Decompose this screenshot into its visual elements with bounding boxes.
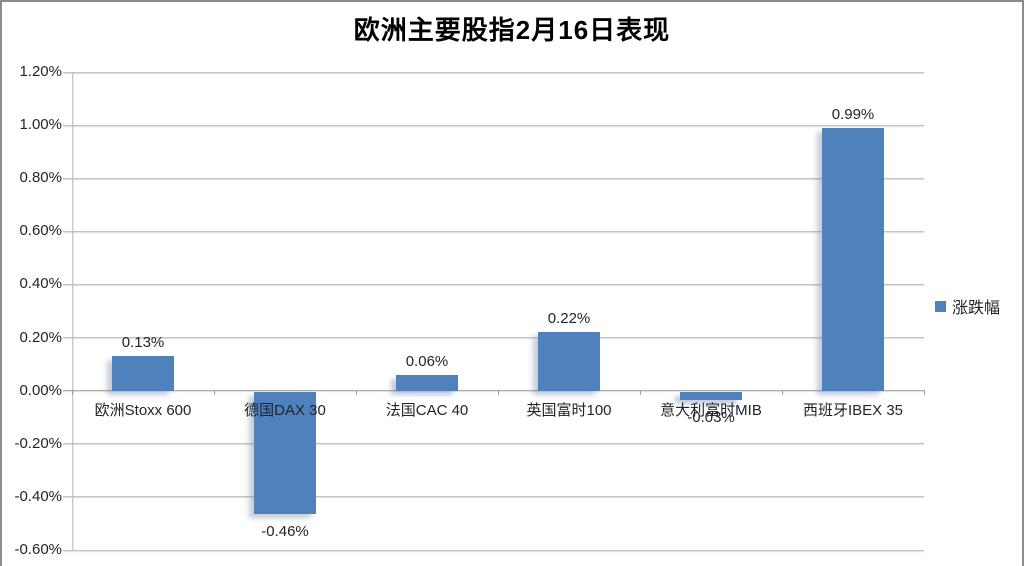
y-tick-label: 0.60% [19,222,62,240]
axis-tick [640,389,641,395]
y-tick-label: 1.00% [19,116,62,134]
y-tick-label: -0.60% [14,541,62,558]
y-tick-label: 0.40% [19,275,62,293]
y-tick-label: 0.80% [19,169,62,187]
gridline [63,443,924,445]
gridline [63,549,924,551]
bar [254,391,316,514]
legend-marker-icon [935,300,946,312]
bar [396,374,458,391]
plot-area: 0.13% 欧洲Stoxx 600 -0.46% 德国DAX 30 0.06% 法国CAC… [63,71,925,551]
gridline [63,71,924,73]
axis-tick [782,389,783,395]
axis-tick [924,389,925,395]
gridline [63,230,924,232]
bar [538,332,600,391]
bar [822,127,884,391]
category-label: 欧洲Stoxx 600 [94,401,192,419]
axis-tick [214,389,215,395]
bar-value-label: 0.99% [831,105,875,123]
y-tick-label: -0.40% [14,487,62,505]
axis-tick [72,389,73,395]
category-label: 意大利富时MIB [660,401,762,419]
gridline [63,283,924,285]
bar [680,391,742,400]
axis-tick [498,389,499,395]
y-tick-label: 0.00% [19,381,62,399]
gridline [63,124,924,126]
bar-value-label: -0.03% [687,408,735,426]
y-tick-label: -0.20% [14,434,62,452]
y-tick-label: 0.20% [19,328,62,346]
category-label: 法国CAC 40 [385,401,469,419]
zero-line [63,390,924,392]
gridline [63,337,924,339]
bar [112,356,174,391]
category-label: 德国DAX 30 [244,401,326,419]
bar-value-label: 0.22% [547,310,591,328]
bar-value-label: 0.06% [405,352,449,370]
category-label: 英国富时100 [526,401,612,419]
legend-label: 涨跌幅 [952,300,1001,317]
axis-tick [356,389,357,395]
bar-value-label: -0.46% [261,522,309,540]
legend: 涨跌幅 [935,294,1000,318]
gridline [63,496,924,498]
category-label: 西班牙IBEX 35 [802,401,904,419]
y-axis-line [72,72,73,550]
bar-value-label: 0.13% [121,334,165,352]
y-tick-label: 1.20% [19,63,62,80]
gridline [63,177,924,179]
chart-title: 欧洲主要股指2月16日表现 [353,15,671,45]
